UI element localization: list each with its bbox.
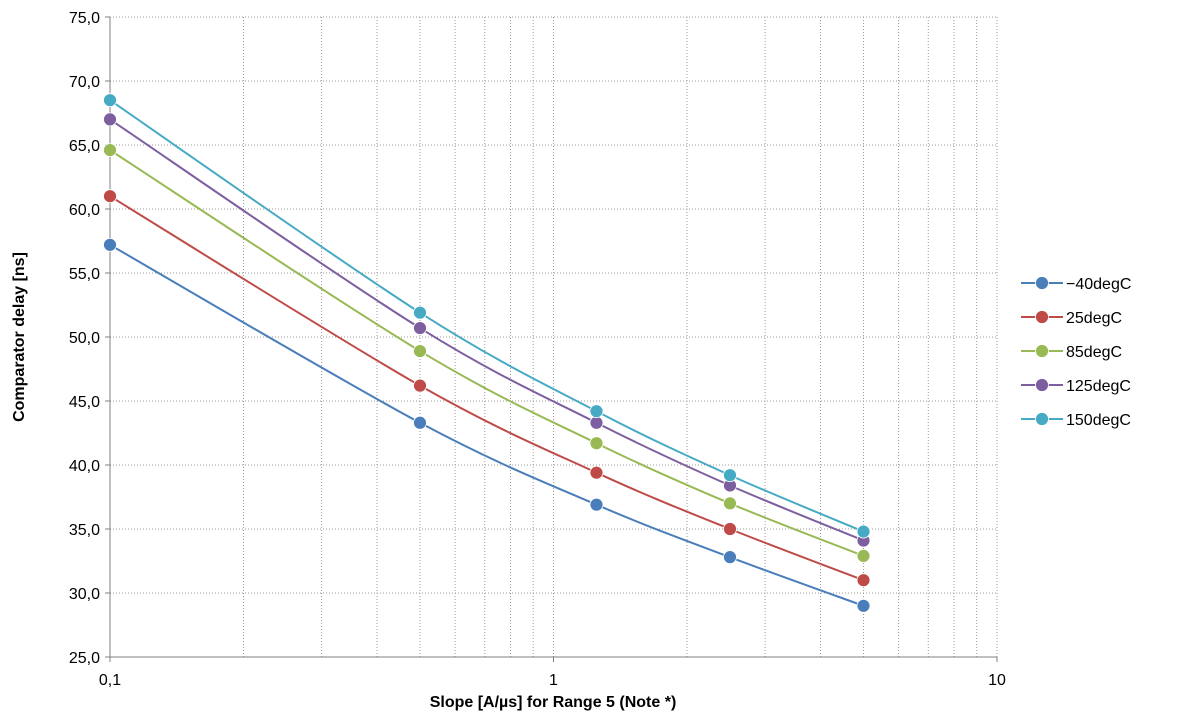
series-group xyxy=(103,93,871,613)
series-line xyxy=(109,243,864,607)
data-point xyxy=(589,465,604,480)
tick-labels: 25,0 30,0 35,0 40,0 45,0 50,0 55,0 60,0 65,0 70,0… xyxy=(69,10,1006,689)
x-tick-label: 0,1 xyxy=(99,672,121,689)
legend-marker xyxy=(1035,344,1049,358)
data-point xyxy=(723,468,737,483)
data-point xyxy=(589,497,604,512)
legend: −40degC 25degC 85degC 125degC 150degC xyxy=(1021,276,1131,429)
legend-item-1: 25degC xyxy=(1021,310,1122,327)
data-point xyxy=(103,143,117,158)
series-0 xyxy=(103,237,871,613)
legend-label: 25degC xyxy=(1066,310,1122,327)
data-point xyxy=(103,237,117,252)
legend-marker xyxy=(1035,276,1049,290)
x-tick-label: 1 xyxy=(549,672,558,689)
y-tick-label: 60,0 xyxy=(69,202,100,219)
legend-label: 150degC xyxy=(1066,412,1131,429)
legend-marker xyxy=(1035,412,1049,426)
y-tick-label: 75,0 xyxy=(69,10,100,27)
series-line xyxy=(109,99,864,533)
x-tick-label: 10 xyxy=(988,672,1006,689)
y-tick-label: 45,0 xyxy=(69,394,100,411)
series-line xyxy=(109,195,864,582)
x-axis-title: Slope [A/µs] for Range 5 (Note *) xyxy=(430,694,677,711)
legend-item-2: 85degC xyxy=(1021,344,1122,361)
legend-label: −40degC xyxy=(1066,276,1131,293)
grid-lines xyxy=(110,16,998,657)
data-point xyxy=(589,415,604,430)
data-point xyxy=(856,598,871,613)
y-tick-label: 50,0 xyxy=(69,330,100,347)
series-line xyxy=(109,118,864,542)
data-point xyxy=(589,404,604,419)
data-point xyxy=(856,548,871,563)
y-axis-title: Comparator delay [ns] xyxy=(11,252,28,422)
y-tick-label: 70,0 xyxy=(69,74,100,91)
data-point xyxy=(856,524,871,539)
legend-marker xyxy=(1035,378,1049,392)
data-point xyxy=(413,415,427,430)
series-1 xyxy=(103,189,871,588)
data-point xyxy=(413,344,427,358)
data-point xyxy=(103,93,117,108)
y-tick-label: 25,0 xyxy=(69,650,100,667)
y-tick-label: 65,0 xyxy=(69,138,100,155)
data-point xyxy=(413,378,427,393)
series-2 xyxy=(103,143,871,563)
series-4 xyxy=(103,93,871,539)
data-point xyxy=(589,436,604,451)
legend-label: 85degC xyxy=(1066,344,1122,361)
legend-marker xyxy=(1035,310,1049,324)
data-point xyxy=(413,321,427,335)
y-tick-label: 55,0 xyxy=(69,266,100,283)
data-point xyxy=(856,573,871,588)
legend-item-4: 150degC xyxy=(1021,412,1131,429)
data-point xyxy=(413,305,427,320)
data-point xyxy=(723,522,737,536)
series-3 xyxy=(103,112,871,548)
data-point xyxy=(103,112,117,127)
series-line xyxy=(109,149,864,557)
y-tick-label: 35,0 xyxy=(69,522,100,539)
y-tick-label: 40,0 xyxy=(69,458,100,475)
y-tick-label: 30,0 xyxy=(69,586,100,603)
legend-item-0: −40degC xyxy=(1021,276,1131,293)
data-point xyxy=(723,496,737,511)
legend-item-3: 125degC xyxy=(1021,378,1131,395)
data-point xyxy=(103,189,117,204)
legend-label: 125degC xyxy=(1066,378,1131,395)
data-point xyxy=(723,550,737,565)
